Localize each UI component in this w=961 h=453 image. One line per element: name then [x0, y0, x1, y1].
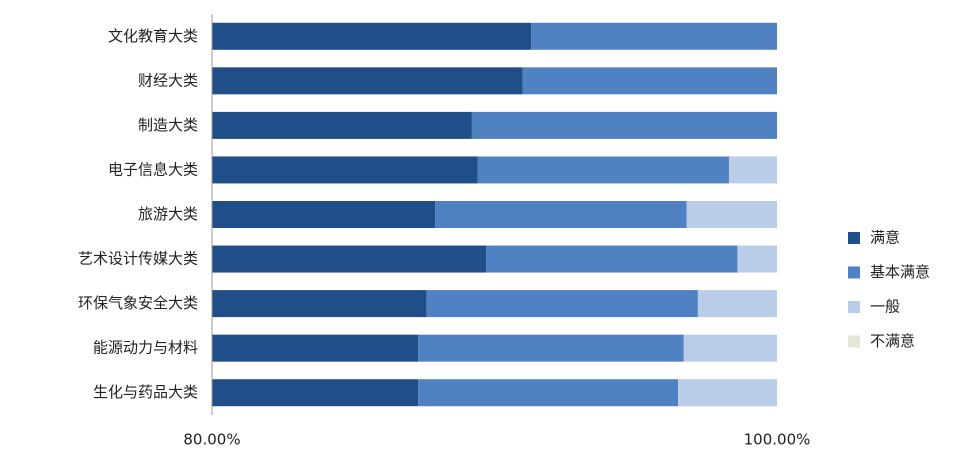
x-tick-label: 80.00%	[183, 431, 240, 449]
y-tick-label: 旅游大类	[138, 205, 198, 223]
bar-segment	[212, 379, 419, 407]
bar-segment	[212, 67, 523, 95]
bar-segment	[728, 156, 777, 184]
legend-label: 一般	[870, 298, 900, 316]
legend-swatch	[848, 266, 860, 279]
bar-segment	[531, 22, 777, 50]
bar-segment	[212, 245, 487, 273]
bar-segment	[678, 379, 777, 407]
bar-segment	[418, 379, 679, 407]
legend-label: 满意	[870, 229, 900, 247]
y-tick-label: 财经大类	[138, 71, 198, 89]
bar-segment	[697, 290, 777, 318]
y-tick-label: 文化教育大类	[108, 27, 198, 45]
bar-segment	[212, 290, 427, 318]
legend-label: 基本满意	[870, 263, 930, 281]
y-tick-label: 艺术设计传媒大类	[78, 250, 198, 268]
bar-segment	[418, 334, 684, 362]
y-tick-label: 电子信息大类	[108, 160, 198, 178]
bar-segment	[471, 111, 777, 139]
bar-segment	[686, 201, 777, 228]
x-tick-label: 100.00%	[744, 431, 811, 449]
bar-segment	[426, 290, 698, 318]
bar-segment	[212, 22, 532, 50]
y-tick-label: 能源动力与材料	[93, 339, 198, 357]
bar-segment	[212, 111, 472, 139]
y-tick-label: 生化与药品大类	[93, 383, 198, 401]
bar-segment	[435, 201, 687, 228]
bar-segment	[477, 156, 729, 184]
legend-swatch	[848, 232, 860, 244]
bar-segment	[212, 156, 478, 184]
bar-segment	[522, 67, 777, 95]
bar-segment	[212, 201, 436, 228]
legend-label: 不满意	[870, 332, 915, 350]
y-tick-label: 制造大类	[138, 116, 198, 134]
legend-swatch	[848, 301, 860, 313]
bar-segment	[683, 334, 777, 362]
bar-segment	[212, 334, 419, 362]
bar-segment	[737, 245, 777, 273]
y-tick-label: 环保气象安全大类	[78, 294, 198, 312]
bar-segment	[486, 245, 738, 273]
legend-swatch	[848, 335, 860, 348]
